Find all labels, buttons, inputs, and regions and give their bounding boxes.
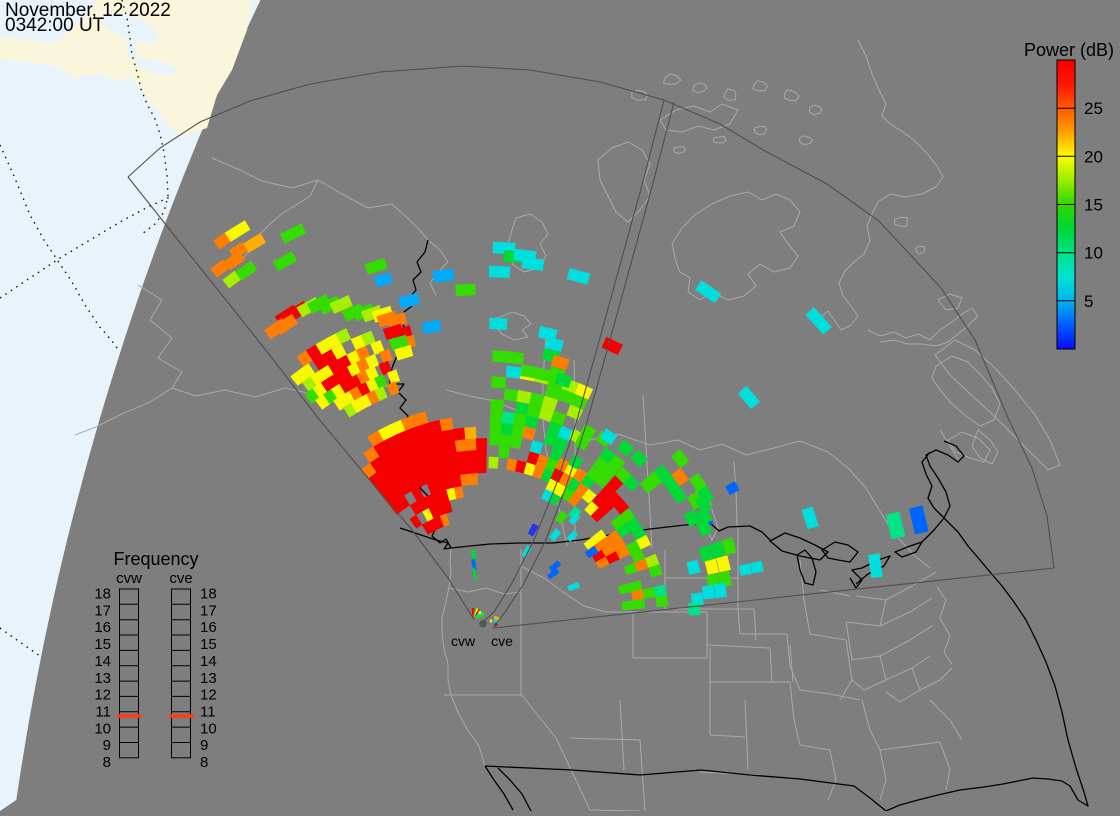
svg-text:18: 18 — [200, 586, 217, 603]
svg-text:17: 17 — [94, 602, 111, 619]
svg-text:16: 16 — [200, 619, 217, 636]
svg-text:9: 9 — [200, 737, 208, 754]
svg-text:9: 9 — [103, 737, 111, 754]
svg-text:14: 14 — [200, 653, 217, 670]
svg-text:8: 8 — [200, 754, 208, 771]
svg-text:13: 13 — [94, 670, 111, 687]
svg-text:8: 8 — [103, 754, 111, 771]
svg-text:cvw: cvw — [451, 633, 476, 649]
svg-text:15: 15 — [200, 636, 217, 653]
svg-text:18: 18 — [94, 586, 111, 603]
svg-text:12: 12 — [94, 687, 111, 704]
svg-text:20: 20 — [1084, 147, 1103, 166]
svg-text:11: 11 — [95, 704, 111, 721]
svg-text:15: 15 — [94, 636, 111, 653]
svg-text:11: 11 — [200, 704, 216, 721]
svg-text:17: 17 — [200, 602, 217, 619]
svg-text:16: 16 — [94, 619, 111, 636]
svg-text:Power (dB): Power (dB) — [1024, 40, 1114, 60]
svg-text:November, 12 2022: November, 12 2022 — [5, 0, 171, 21]
svg-text:10: 10 — [200, 720, 217, 737]
svg-text:cve: cve — [491, 633, 513, 649]
svg-text:5: 5 — [1084, 292, 1093, 311]
svg-text:12: 12 — [200, 687, 217, 704]
svg-text:cve: cve — [169, 570, 192, 587]
svg-text:Frequency: Frequency — [113, 549, 198, 569]
svg-text:15: 15 — [1084, 196, 1103, 215]
svg-text:10: 10 — [1084, 244, 1103, 263]
svg-text:cvw: cvw — [116, 570, 142, 587]
svg-text:0342:00 UT: 0342:00 UT — [5, 15, 105, 36]
svg-text:25: 25 — [1084, 99, 1103, 118]
svg-text:13: 13 — [200, 670, 217, 687]
svg-text:14: 14 — [94, 653, 111, 670]
svg-text:10: 10 — [94, 720, 111, 737]
